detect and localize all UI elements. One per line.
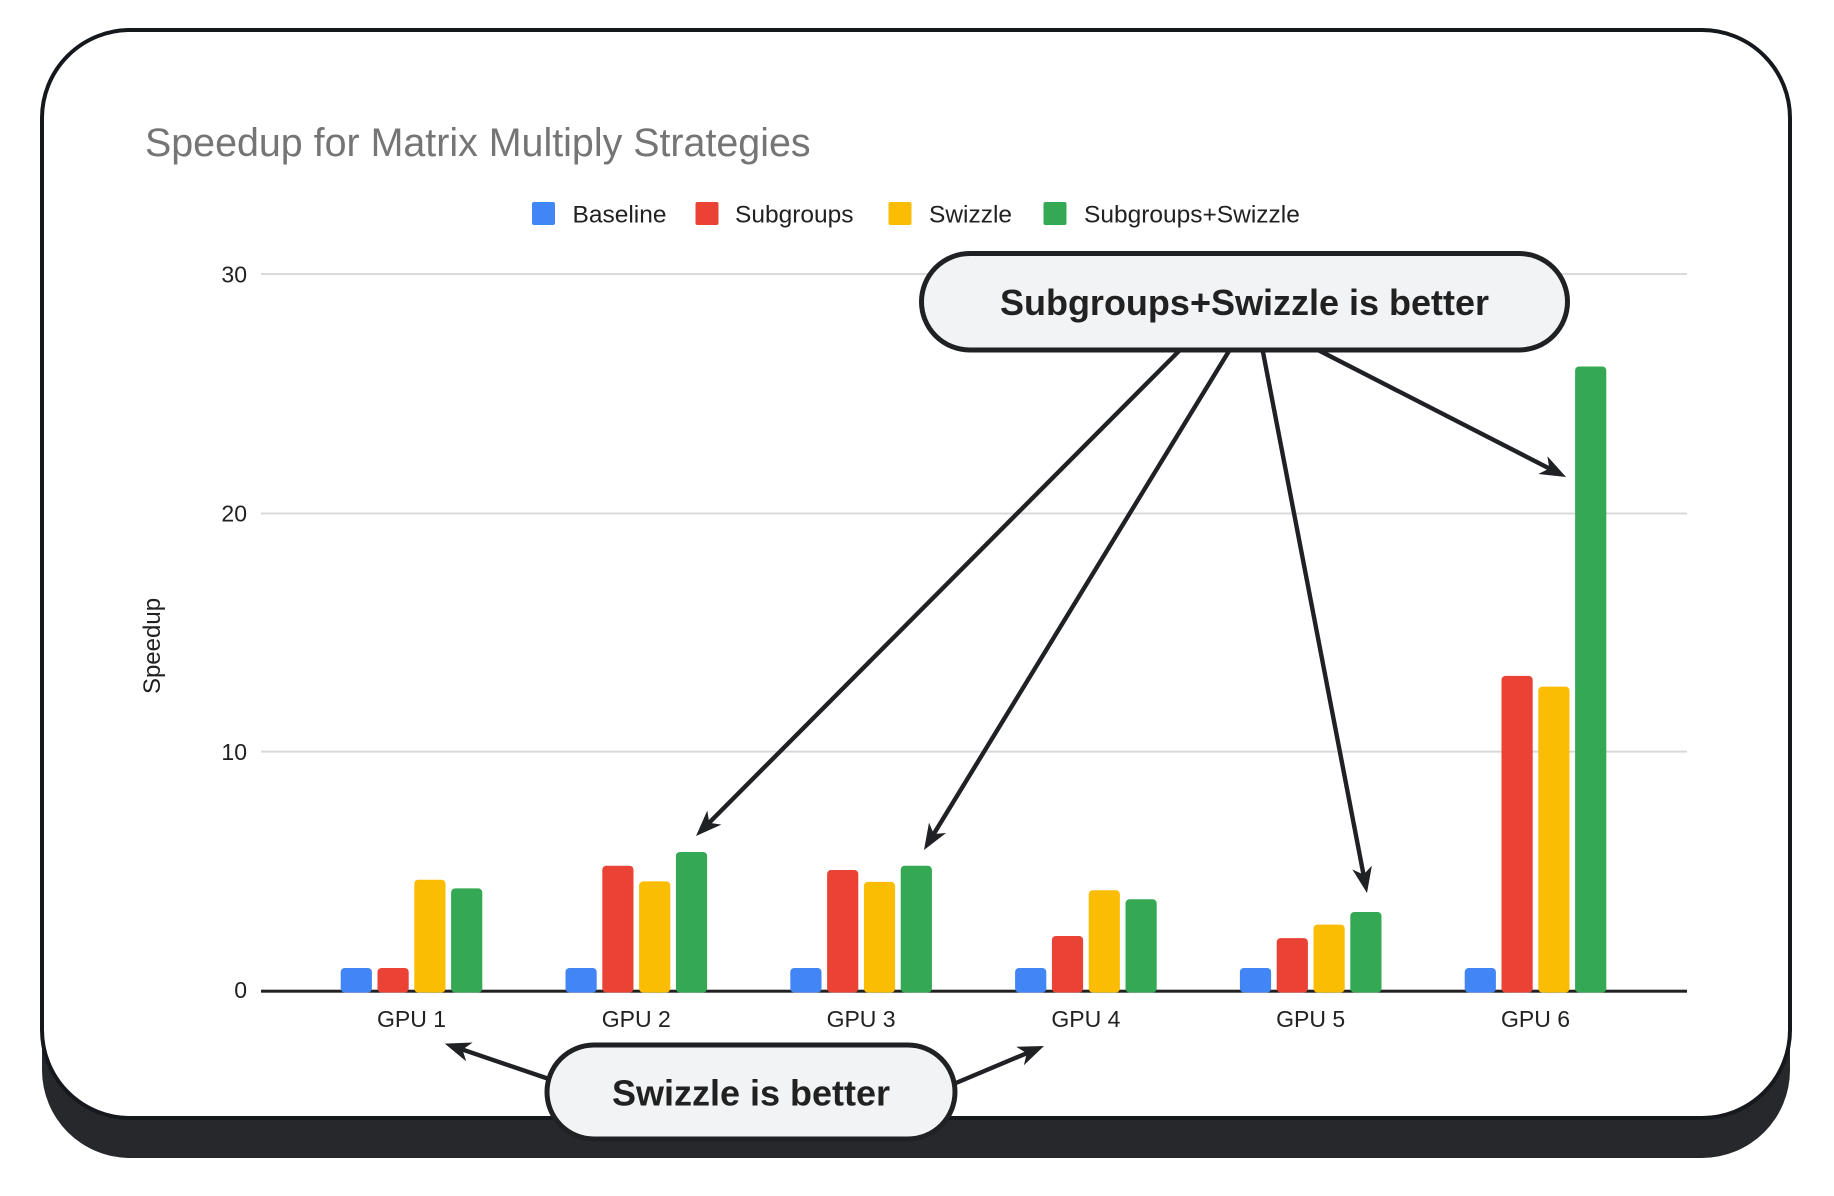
- svg-text:Subgroups+Swizzle: Subgroups+Swizzle: [1084, 202, 1300, 229]
- svg-text:Subgroups+Swizzle is better: Subgroups+Swizzle is better: [1000, 282, 1489, 323]
- svg-text:GPU 4: GPU 4: [1051, 1006, 1120, 1032]
- svg-text:20: 20: [221, 501, 247, 527]
- svg-text:0: 0: [234, 977, 247, 1003]
- svg-text:GPU 3: GPU 3: [827, 1006, 896, 1032]
- svg-text:Subgroups: Subgroups: [735, 202, 854, 229]
- svg-text:Speedup for Matrix Multiply St: Speedup for Matrix Multiply Strategies: [145, 121, 811, 165]
- svg-text:GPU 2: GPU 2: [602, 1006, 671, 1032]
- svg-text:Swizzle: Swizzle: [929, 202, 1012, 229]
- svg-text:Speedup: Speedup: [139, 598, 166, 694]
- svg-text:Swizzle is better: Swizzle is better: [612, 1073, 890, 1114]
- svg-text:GPU 1: GPU 1: [377, 1006, 446, 1032]
- svg-text:Baseline: Baseline: [573, 202, 667, 229]
- svg-text:GPU 6: GPU 6: [1501, 1006, 1570, 1032]
- svg-text:30: 30: [221, 261, 247, 287]
- svg-text:GPU 5: GPU 5: [1276, 1006, 1345, 1032]
- svg-text:10: 10: [221, 739, 247, 765]
